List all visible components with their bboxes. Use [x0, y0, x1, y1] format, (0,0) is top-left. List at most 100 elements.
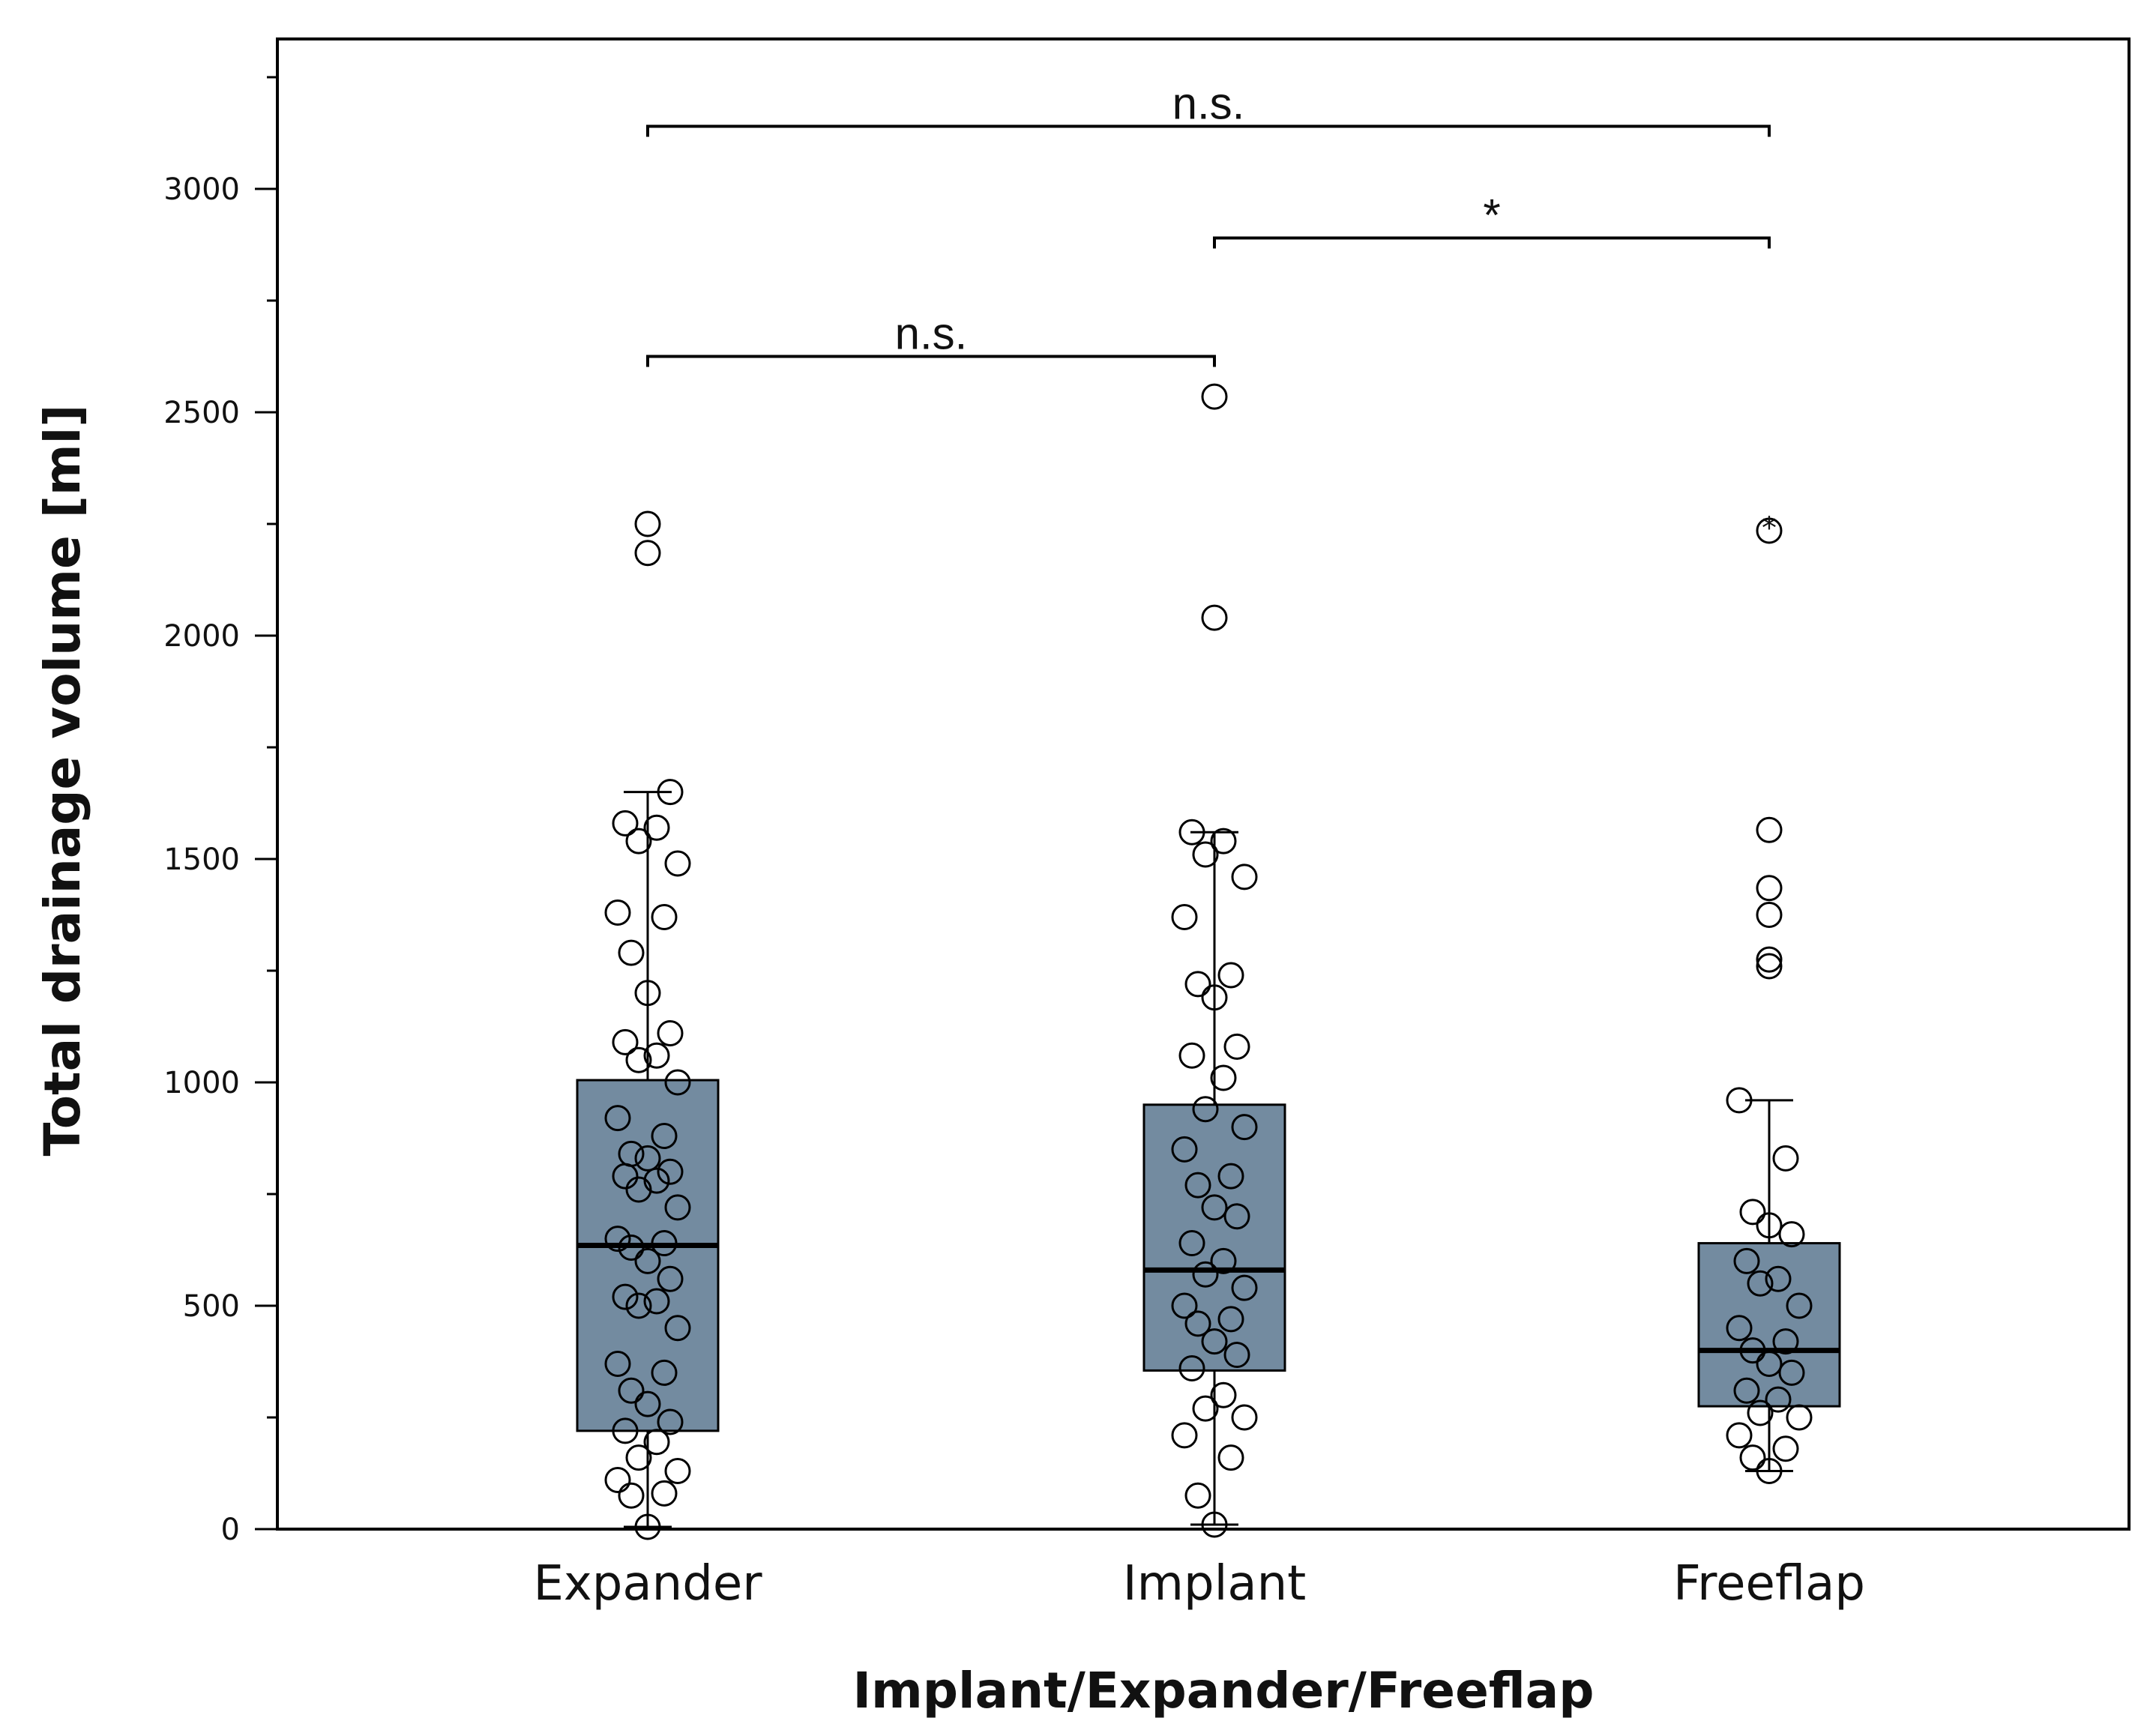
data-point [1171, 1136, 1198, 1163]
data-point [1210, 1247, 1237, 1274]
data-point [1772, 1435, 1799, 1462]
data-point [651, 1123, 678, 1150]
data-point [1756, 1350, 1783, 1377]
significance-bracket [1213, 236, 1771, 249]
data-point [1786, 1292, 1813, 1319]
data-point [664, 1069, 691, 1096]
outlier-point [1756, 816, 1783, 843]
x-category-label: Expander [533, 1556, 762, 1612]
outlier-point [634, 510, 661, 537]
significance-label: * [1483, 190, 1500, 241]
data-point [1747, 1399, 1774, 1426]
data-point [1178, 1354, 1205, 1381]
data-point [1184, 1172, 1211, 1199]
data-point [643, 1042, 670, 1069]
data-point [625, 1444, 652, 1471]
data-point [1223, 1203, 1250, 1230]
data-point [612, 1283, 639, 1310]
data-point [1223, 1033, 1250, 1060]
significance-label: n.s. [895, 309, 968, 359]
data-point [625, 1176, 652, 1203]
data-point [604, 899, 631, 926]
significance-bracket [646, 124, 1771, 137]
data-point [651, 903, 678, 930]
data-point [643, 1167, 670, 1194]
data-point [625, 1046, 652, 1073]
data-point [657, 1408, 684, 1435]
y-tick-label: 2000 [163, 619, 240, 654]
y-axis-ticks: 0 500 1000 1500 2000 2500 3000 [163, 76, 277, 1547]
data-point [604, 1105, 631, 1132]
data-point [1739, 1337, 1766, 1364]
extreme-outlier-point [1756, 517, 1783, 544]
data-point [1201, 1194, 1228, 1221]
outlier-point [1756, 953, 1783, 980]
box-series [576, 791, 1841, 1528]
data-point [1192, 1395, 1219, 1422]
data-point [1786, 1404, 1813, 1431]
data-point [643, 1429, 670, 1456]
outlier-point [1756, 902, 1783, 928]
y-axis-title: Total drainage volume [ml] [34, 405, 91, 1157]
data-point [618, 1482, 645, 1509]
data-points: * [604, 383, 1813, 1540]
data-point [1778, 1359, 1805, 1386]
data-point [643, 1288, 670, 1315]
data-point [1217, 1306, 1244, 1333]
data-point [1726, 1422, 1753, 1449]
data-point [1217, 962, 1244, 989]
significance-label: n.s. [1172, 79, 1245, 129]
data-point [1171, 1292, 1198, 1319]
data-point [1231, 1274, 1258, 1301]
data-point [1733, 1247, 1760, 1274]
data-point [657, 779, 684, 806]
outlier-point [1756, 946, 1783, 973]
data-point [1772, 1328, 1799, 1355]
data-point [1210, 828, 1237, 855]
data-point [1210, 1381, 1237, 1408]
outlier-point [634, 540, 661, 567]
extreme-outlier-marker: * [1762, 511, 1777, 546]
data-point [604, 1466, 631, 1493]
data-point [1765, 1265, 1792, 1292]
data-point [634, 980, 661, 1007]
data-point [1765, 1386, 1792, 1413]
y-tick-label: 1500 [163, 843, 240, 877]
data-point [657, 1019, 684, 1046]
y-tick-label: 3000 [163, 172, 240, 207]
data-point [664, 1194, 691, 1221]
data-point [634, 1513, 661, 1540]
data-point [1231, 864, 1258, 890]
data-point [1192, 1096, 1219, 1123]
box-iqr [1142, 1103, 1286, 1372]
data-point [1201, 1511, 1228, 1538]
data-point [1217, 1444, 1244, 1471]
data-point [634, 1390, 661, 1417]
data-point [664, 1315, 691, 1342]
data-point [651, 1480, 678, 1507]
data-point [1756, 1212, 1783, 1239]
data-point [1184, 1310, 1211, 1337]
significance-brackets: n.s. * n.s. [646, 79, 1771, 367]
data-point [657, 1158, 684, 1185]
data-point [1178, 819, 1205, 846]
data-point [1778, 1221, 1805, 1248]
data-point [634, 1247, 661, 1274]
data-point [1726, 1315, 1753, 1342]
data-point [657, 1265, 684, 1292]
data-point [625, 828, 652, 855]
data-point [612, 1028, 639, 1055]
box-iqr [576, 1079, 720, 1432]
data-point [604, 1226, 631, 1253]
data-point [625, 1292, 652, 1319]
data-point [612, 810, 639, 837]
y-tick-label: 0 [221, 1513, 240, 1547]
outlier-point [1201, 383, 1228, 410]
data-point [1210, 1064, 1237, 1091]
data-point [1178, 1042, 1205, 1069]
data-point [664, 850, 691, 877]
y-tick-label: 500 [183, 1289, 240, 1324]
data-point [1726, 1087, 1753, 1114]
data-point [1192, 841, 1219, 868]
data-point [1231, 1114, 1258, 1141]
